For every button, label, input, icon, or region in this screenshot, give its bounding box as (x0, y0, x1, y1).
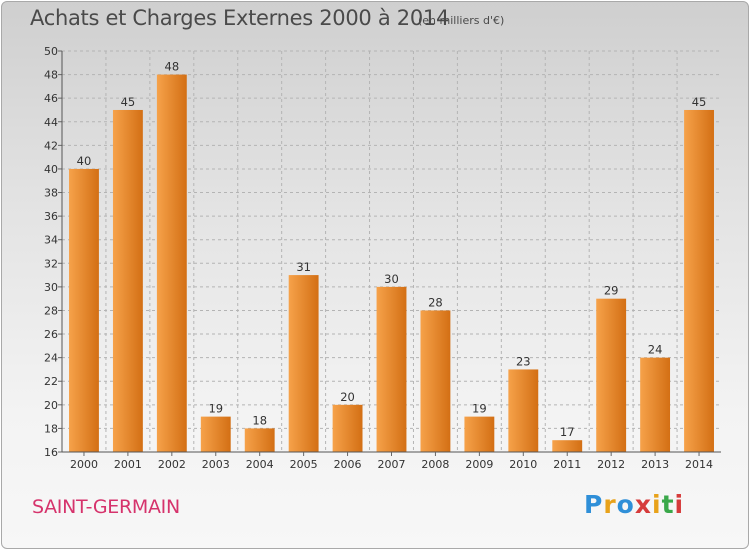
bar (684, 109, 714, 453)
y-tick-label: 40 (44, 163, 58, 176)
x-tick-label: 2003 (202, 458, 230, 471)
y-tick-label: 38 (44, 187, 58, 200)
bar (69, 168, 99, 453)
x-tick-label: 2010 (509, 458, 537, 471)
bars (69, 74, 714, 453)
data-label: 48 (165, 60, 180, 74)
bar (112, 109, 143, 453)
y-tick-label: 46 (44, 92, 58, 105)
bar (508, 369, 539, 452)
bar (552, 440, 583, 452)
x-tick-label: 2004 (246, 458, 274, 471)
bar (640, 357, 671, 452)
logo-letter: t (661, 490, 675, 519)
data-label: 45 (121, 95, 136, 109)
y-tick-label: 30 (44, 281, 58, 294)
x-tick-label: 2002 (158, 458, 186, 471)
logo-letter: i (652, 490, 662, 519)
bar (464, 416, 495, 452)
y-tick-label: 22 (44, 375, 58, 388)
data-label: 19 (208, 402, 223, 416)
chart-unit: (en milliers d'€) (418, 14, 505, 27)
chart-title: Achats et Charges Externes 2000 à 2014 (30, 6, 450, 30)
axes: 16 18 20 22 24 26 28 30 32 34 36 38 40 42 44 46 48 50 2000… (44, 45, 721, 471)
x-tick-label: 2008 (421, 458, 449, 471)
data-label: 28 (428, 295, 443, 309)
data-labels: 40 45 48 19 18 31 20 30 28 19 23 17 29 24 45 (77, 60, 707, 440)
bar (376, 286, 407, 452)
bar (200, 416, 231, 452)
data-label: 45 (692, 95, 707, 109)
proxiti-logo: Proxiti (584, 490, 684, 519)
y-tick-label: 24 (44, 352, 58, 365)
y-tick-label: 32 (44, 257, 58, 270)
bar (420, 310, 451, 452)
x-tick-label: 2011 (553, 458, 581, 471)
x-tick-label: 2005 (290, 458, 318, 471)
logo-letter: i (674, 490, 685, 519)
bar (156, 74, 187, 453)
logo-letter: o (616, 490, 635, 519)
y-tick-label: 26 (44, 328, 58, 341)
logo-letter: r (603, 490, 617, 519)
data-label: 23 (516, 354, 531, 368)
y-tick-label: 28 (44, 304, 58, 317)
data-label: 20 (340, 390, 355, 404)
x-tick-label: 2013 (641, 458, 669, 471)
y-tick-label: 44 (44, 116, 58, 129)
y-tick-label: 18 (44, 422, 58, 435)
x-tick-label: 2009 (465, 458, 493, 471)
data-label: 19 (472, 402, 487, 416)
bar (244, 428, 275, 452)
data-label: 29 (604, 284, 619, 298)
y-tick-label: 48 (44, 69, 58, 82)
place-name: SAINT-GERMAIN (32, 496, 180, 518)
x-tick-label: 2014 (685, 458, 713, 471)
y-tick-label: 20 (44, 399, 58, 412)
y-tick-label: 50 (44, 45, 58, 58)
data-label: 40 (77, 154, 92, 168)
bar (596, 298, 627, 452)
x-tick-label: 2007 (378, 458, 406, 471)
data-label: 31 (296, 260, 311, 274)
logo-letter: P (584, 490, 604, 519)
data-label: 30 (384, 272, 399, 286)
y-tick-label: 42 (44, 139, 58, 152)
data-label: 18 (252, 413, 267, 427)
logo-letter: x (634, 490, 652, 519)
data-label: 24 (648, 343, 663, 357)
x-tick-label: 2012 (597, 458, 625, 471)
data-label: 17 (560, 425, 575, 439)
y-tick-label: 16 (44, 446, 58, 459)
bar (332, 404, 363, 452)
y-tick-label: 34 (44, 234, 58, 247)
bar (288, 275, 319, 452)
x-tick-label: 2001 (114, 458, 142, 471)
y-tick-label: 36 (44, 210, 58, 223)
x-tick-label: 2006 (334, 458, 362, 471)
x-tick-label: 2000 (70, 458, 98, 471)
